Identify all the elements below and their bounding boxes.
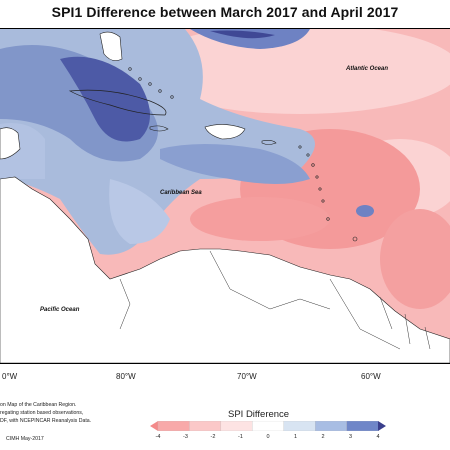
- credit-line: on Map of the Caribbean Region.: [0, 402, 77, 408]
- pale-pink-region: [140, 29, 450, 114]
- positive-region-strong: [356, 205, 374, 217]
- legend-tick-label: 2: [321, 434, 325, 440]
- longitude-label: 0°W: [2, 372, 18, 381]
- hispaniola-outline: [204, 124, 246, 140]
- dark-pink-region: [380, 209, 450, 309]
- longitude-label: 60°W: [361, 372, 381, 381]
- legend-title: SPI Difference: [228, 409, 290, 420]
- bahamas: [128, 67, 174, 99]
- caribbean-sea-label: Caribbean Sea: [160, 190, 202, 196]
- positive-region-strong: [190, 29, 310, 49]
- positive-region-light: [109, 179, 170, 244]
- map-title: SPI1 Difference between March 2017 and A…: [51, 4, 399, 20]
- positive-region-max: [210, 30, 275, 39]
- credit-line: regating station based observations,: [0, 410, 84, 416]
- legend-tick-label: 1: [293, 434, 298, 440]
- cuba-outline: [68, 89, 167, 116]
- legend-tick-label: -2: [210, 434, 216, 440]
- spi-difference-map: Atlantic Ocean Caribbean Sea Pacific Oce…: [0, 28, 450, 364]
- yucatan-land: [0, 127, 21, 160]
- atlantic-ocean-label: Atlantic Ocean: [345, 66, 388, 72]
- legend-tick-label: -1: [238, 434, 243, 440]
- legend-colorbar: [150, 421, 386, 431]
- legend-tick-label: 4: [376, 434, 380, 440]
- lesser-antilles: [298, 145, 358, 242]
- legend-swatch: [346, 421, 379, 431]
- legend-tick-label: 3: [348, 434, 353, 440]
- credit-line: CIMH May-2017: [6, 436, 44, 442]
- positive-region-strong: [160, 144, 310, 184]
- positive-region-max: [60, 56, 150, 142]
- longitude-label: 80°W: [116, 372, 136, 381]
- jamaica-outline: [149, 125, 169, 132]
- central-south-america-land: [0, 176, 450, 363]
- florida-land: [99, 31, 123, 61]
- dark-pink-region: [190, 197, 330, 241]
- legend-tick-label: -3: [183, 434, 188, 440]
- legend-swatch: [157, 421, 190, 431]
- longitude-label: 70°W: [237, 372, 257, 381]
- puerto-rico-outline: [261, 140, 277, 145]
- credit-line: DF, with NCEPINCAR Reanalysis Data.: [0, 418, 92, 424]
- legend-tick-label: -4: [155, 434, 161, 440]
- legend-swatch: [150, 421, 158, 431]
- pacific-ocean-label: Pacific Ocean: [40, 307, 80, 313]
- legend-swatch: [378, 421, 386, 431]
- country-borders: [119, 250, 431, 350]
- legend-swatch: [252, 421, 285, 431]
- legend-swatch: [220, 421, 253, 431]
- legend-swatch: [189, 421, 222, 431]
- legend-swatch: [283, 421, 316, 431]
- legend-swatch: [314, 421, 348, 431]
- legend-tick-label: 0: [266, 434, 270, 440]
